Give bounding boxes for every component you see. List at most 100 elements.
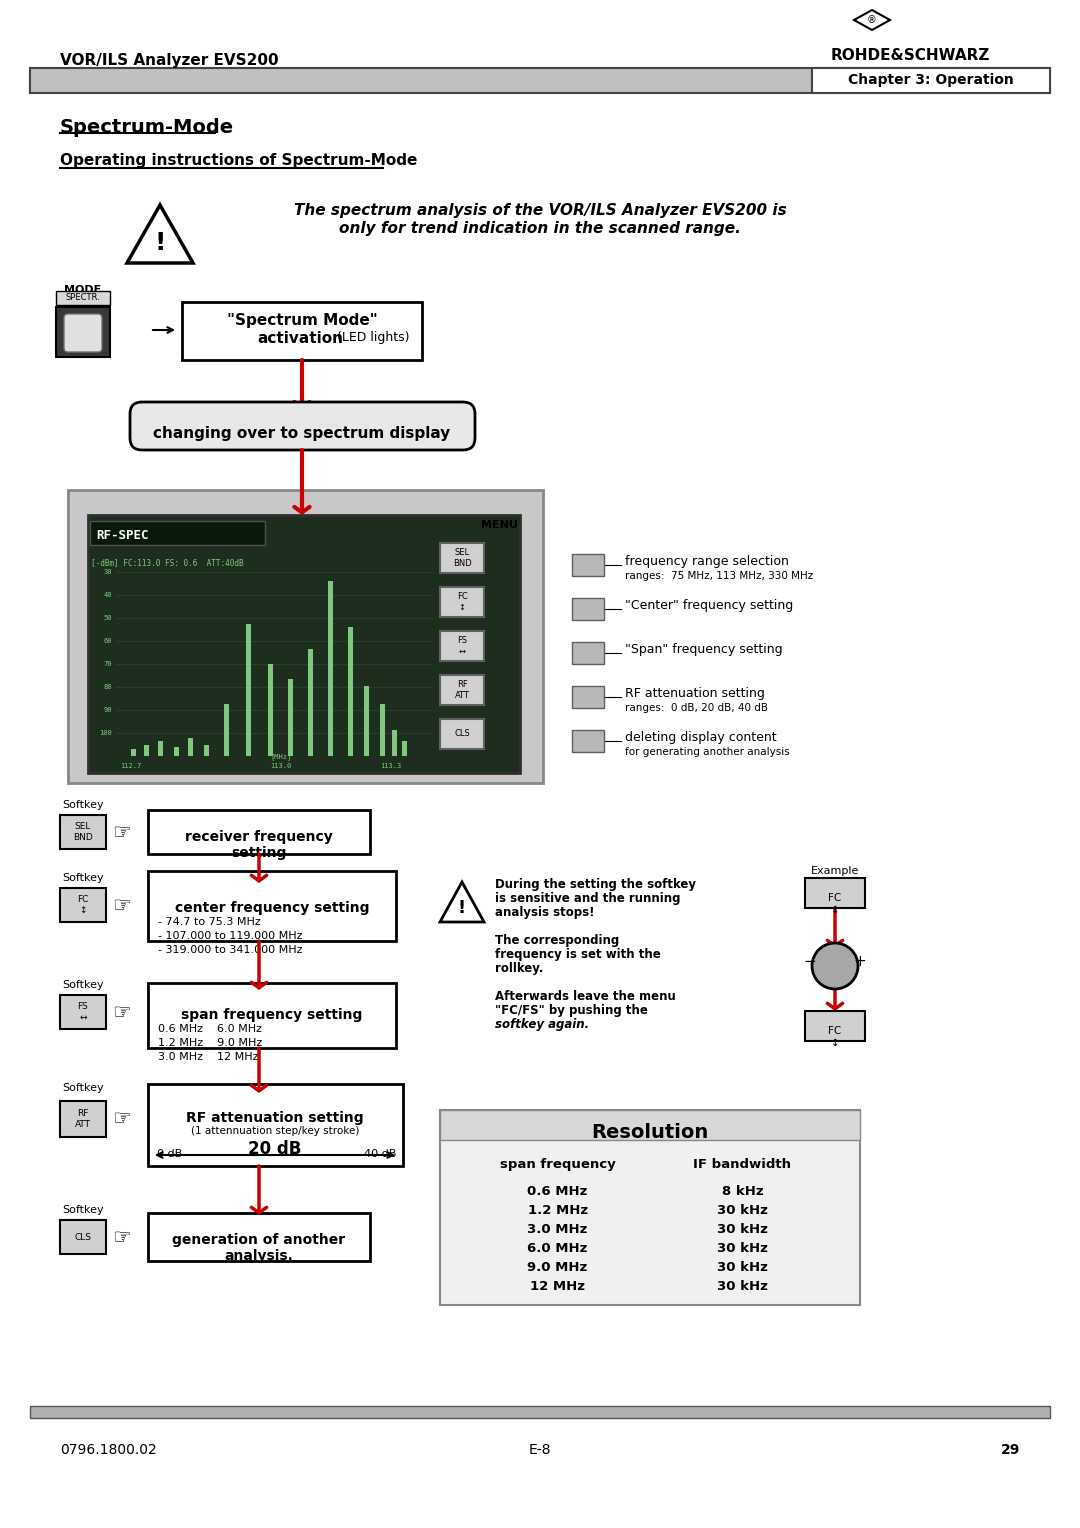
Bar xyxy=(56,307,110,358)
Text: ranges:  75 MHz, 113 MHz, 330 MHz: ranges: 75 MHz, 113 MHz, 330 MHz xyxy=(625,571,813,581)
Text: RF
ATT: RF ATT xyxy=(455,680,470,700)
Text: frequency range selection: frequency range selection xyxy=(625,555,788,568)
Bar xyxy=(440,1109,860,1305)
Text: 112.7: 112.7 xyxy=(120,762,141,769)
Bar xyxy=(68,490,543,782)
Bar xyxy=(158,741,163,756)
Bar xyxy=(204,746,210,756)
Text: changing over to spectrum display: changing over to spectrum display xyxy=(153,426,450,442)
Text: RF attenuation setting: RF attenuation setting xyxy=(186,1111,364,1125)
Text: 0 dB: 0 dB xyxy=(157,1149,183,1160)
Bar xyxy=(805,879,865,908)
Text: 8 kHz: 8 kHz xyxy=(721,1186,764,1198)
Text: Operating instructions of Spectrum-Mode: Operating instructions of Spectrum-Mode xyxy=(60,153,417,168)
Text: SEL
BND: SEL BND xyxy=(453,549,471,568)
Bar xyxy=(60,814,106,850)
Text: 60: 60 xyxy=(104,639,112,643)
Text: 30 kHz: 30 kHz xyxy=(717,1280,768,1293)
Text: RF attenuation setting: RF attenuation setting xyxy=(625,688,765,700)
Text: Softkey: Softkey xyxy=(62,979,104,990)
Text: Afterwards leave the menu: Afterwards leave the menu xyxy=(495,990,676,1002)
Text: SPECTR.: SPECTR. xyxy=(66,293,100,303)
Text: softkey again.: softkey again. xyxy=(495,1018,589,1031)
Bar xyxy=(440,631,484,662)
Text: 40: 40 xyxy=(104,591,112,597)
FancyBboxPatch shape xyxy=(130,402,475,451)
Polygon shape xyxy=(440,882,484,921)
Text: FC
↕: FC ↕ xyxy=(828,1025,841,1048)
Text: frequency is set with the: frequency is set with the xyxy=(495,947,661,961)
Text: 113.0: 113.0 xyxy=(270,762,292,769)
Text: 1.2 MHz: 1.2 MHz xyxy=(527,1204,588,1216)
Text: Example: Example xyxy=(811,866,860,876)
Circle shape xyxy=(812,943,858,989)
Text: [MHz]: [MHz] xyxy=(270,753,292,759)
Text: E-8: E-8 xyxy=(529,1442,551,1458)
Text: is sensitive and the running: is sensitive and the running xyxy=(495,892,680,905)
Bar xyxy=(56,290,110,306)
Text: 29: 29 xyxy=(1001,1442,1020,1458)
Text: activation: activation xyxy=(257,332,343,345)
Text: +: + xyxy=(853,953,866,969)
Polygon shape xyxy=(127,205,193,263)
Text: 20 dB: 20 dB xyxy=(248,1140,301,1158)
Bar xyxy=(380,704,384,756)
Bar xyxy=(288,678,293,756)
Text: !: ! xyxy=(154,231,165,255)
Text: receiver frequency
setting: receiver frequency setting xyxy=(185,830,333,860)
Text: 3.0 MHz    12 MHz: 3.0 MHz 12 MHz xyxy=(158,1051,258,1062)
Text: rollkey.: rollkey. xyxy=(495,963,543,975)
Bar xyxy=(348,626,353,756)
Text: ☞: ☞ xyxy=(112,1002,132,1024)
Bar xyxy=(60,995,106,1028)
Bar xyxy=(572,686,604,707)
Bar xyxy=(148,810,370,854)
Text: Spectrum-Mode: Spectrum-Mode xyxy=(60,118,234,138)
Bar xyxy=(440,542,484,573)
Text: 6.0 MHz: 6.0 MHz xyxy=(527,1242,588,1254)
Text: RF
ATT: RF ATT xyxy=(75,1109,91,1129)
Text: (LED lights): (LED lights) xyxy=(337,332,409,344)
Text: 40 dB: 40 dB xyxy=(364,1149,396,1160)
Text: 70: 70 xyxy=(104,662,112,668)
Text: for generating another analysis: for generating another analysis xyxy=(625,747,789,756)
Text: deleting display content: deleting display content xyxy=(625,730,777,744)
Text: span frequency: span frequency xyxy=(500,1158,616,1170)
Bar xyxy=(308,649,313,756)
Bar xyxy=(148,1083,403,1166)
Text: 0796.1800.02: 0796.1800.02 xyxy=(60,1442,157,1458)
Text: FS
↔: FS ↔ xyxy=(457,636,467,656)
Text: FS
↔: FS ↔ xyxy=(78,1002,89,1022)
Text: MENU: MENU xyxy=(481,520,518,530)
Text: 12 MHz: 12 MHz xyxy=(530,1280,585,1293)
Bar xyxy=(131,749,136,756)
Bar xyxy=(144,746,149,756)
Text: "Spectrum Mode": "Spectrum Mode" xyxy=(227,313,377,329)
Text: ®: ® xyxy=(867,15,877,24)
Text: 1.2 MHz    9.0 MHz: 1.2 MHz 9.0 MHz xyxy=(158,1038,262,1048)
Text: 30: 30 xyxy=(104,568,112,575)
Text: analysis stops!: analysis stops! xyxy=(495,906,594,918)
Text: 30 kHz: 30 kHz xyxy=(717,1261,768,1274)
Bar xyxy=(572,730,604,752)
Text: FC
↕: FC ↕ xyxy=(78,895,89,915)
Text: MODE: MODE xyxy=(65,286,102,295)
Text: 90: 90 xyxy=(104,707,112,714)
Bar xyxy=(805,1012,865,1041)
Bar xyxy=(572,555,604,576)
Text: generation of another
analysis.: generation of another analysis. xyxy=(173,1233,346,1264)
Bar xyxy=(440,1109,860,1140)
Bar xyxy=(30,1406,1050,1418)
Bar xyxy=(572,642,604,665)
Text: Softkey: Softkey xyxy=(62,1206,104,1215)
Text: 30 kHz: 30 kHz xyxy=(717,1204,768,1216)
Bar xyxy=(364,686,369,756)
Text: IF bandwidth: IF bandwidth xyxy=(693,1158,792,1170)
Text: Softkey: Softkey xyxy=(62,872,104,883)
Text: Chapter 3: Operation: Chapter 3: Operation xyxy=(848,73,1014,87)
Text: The corresponding: The corresponding xyxy=(495,934,619,947)
Text: - 107.000 to 119.000 MHz: - 107.000 to 119.000 MHz xyxy=(158,931,302,941)
Text: 30 kHz: 30 kHz xyxy=(717,1242,768,1254)
Bar xyxy=(60,1102,106,1137)
Text: span frequency setting: span frequency setting xyxy=(181,1008,363,1022)
